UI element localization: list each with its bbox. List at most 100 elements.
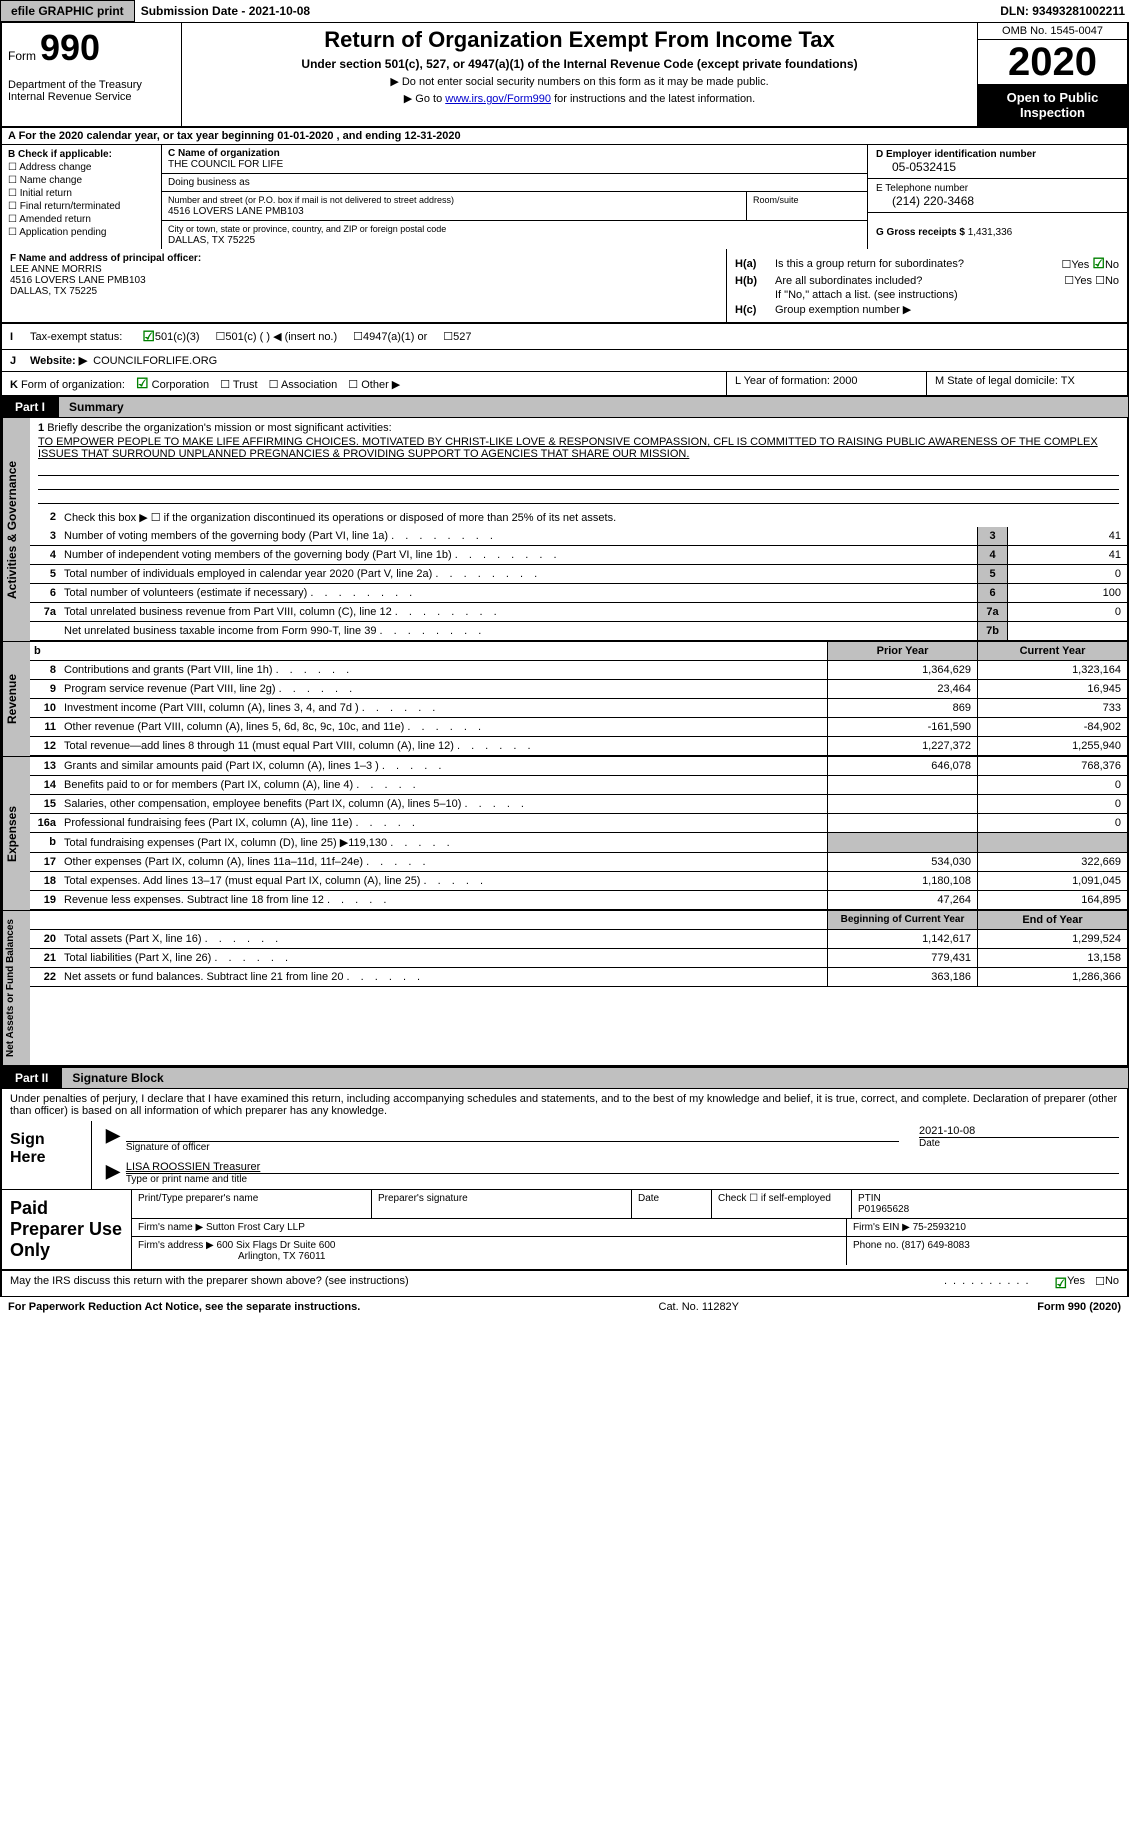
cb-corporation[interactable]: ☑ xyxy=(136,375,149,391)
exp-line-17: 17 Other expenses (Part IX, column (A), … xyxy=(30,853,1127,872)
line-text: Program service revenue (Part VIII, line… xyxy=(60,680,827,698)
form-header: Form 990 Department of the Treasury Inte… xyxy=(0,23,1129,128)
prep-selfemp[interactable]: Check ☐ if self-employed xyxy=(718,1193,831,1204)
prior-year-val: 646,078 xyxy=(827,757,977,775)
exp-line-14: 14 Benefits paid to or for members (Part… xyxy=(30,776,1127,795)
line-text: Total liabilities (Part X, line 26) . . … xyxy=(60,949,827,967)
hb-checkboxes[interactable]: ☐Yes ☐No xyxy=(1064,274,1119,287)
discuss-yes: Yes xyxy=(1067,1275,1085,1292)
part2-title: Signature Block xyxy=(62,1068,1128,1088)
net-line-22: 22 Net assets or fund balances. Subtract… xyxy=(30,968,1127,987)
cb-final-return[interactable]: ☐ Final return/terminated xyxy=(8,201,155,212)
phone-label: E Telephone number xyxy=(876,183,968,194)
prior-year-val xyxy=(827,814,977,832)
city-value: DALLAS, TX 75225 xyxy=(168,235,255,246)
cb-527[interactable]: ☐ xyxy=(443,330,453,343)
preparer-title: Paid Preparer Use Only xyxy=(2,1190,132,1269)
phone-value: (214) 220-3468 xyxy=(876,194,1119,208)
omb-number: OMB No. 1545-0047 xyxy=(978,23,1127,40)
mission-text: TO EMPOWER PEOPLE TO MAKE LIFE AFFIRMING… xyxy=(38,434,1119,462)
opt-527: 527 xyxy=(453,331,471,343)
cb-501c[interactable]: ☐ xyxy=(216,330,226,343)
current-year-val: 16,945 xyxy=(977,680,1127,698)
sig-date-label: Date xyxy=(919,1137,1119,1149)
line-num xyxy=(30,622,60,640)
sig-date-value: 2021-10-08 xyxy=(919,1125,1119,1137)
current-year-val xyxy=(977,833,1127,852)
cb-initial-return[interactable]: ☐ Initial return xyxy=(8,188,155,199)
row-klm: K Form of organization: ☑ Corporation ☐ … xyxy=(0,372,1129,396)
cb-association[interactable]: ☐ xyxy=(269,379,279,391)
prior-year-val: 1,180,108 xyxy=(827,872,977,890)
prior-year-val xyxy=(827,833,977,852)
preparer-block: Paid Preparer Use Only Print/Type prepar… xyxy=(0,1190,1129,1271)
prior-year-val: 869 xyxy=(827,699,977,717)
efile-print-button[interactable]: efile GRAPHIC print xyxy=(0,0,135,22)
line2-text: Check this box ▶ ☐ if the organization d… xyxy=(60,508,1127,527)
ha-checkboxes[interactable]: ☐Yes ☑No xyxy=(1061,255,1119,272)
block-fh: F Name and address of principal officer:… xyxy=(0,249,1129,324)
cb-trust[interactable]: ☐ xyxy=(220,379,230,391)
line-text: Contributions and grants (Part VIII, lin… xyxy=(60,661,827,679)
city-label: City or town, state or province, country… xyxy=(168,224,446,234)
instruction-line-2: ▶ Go to www.irs.gov/Form990 for instruct… xyxy=(192,92,967,105)
cb-amended-return[interactable]: ☐ Amended return xyxy=(8,214,155,225)
prior-year-val: 47,264 xyxy=(827,891,977,909)
sig-name-label: Type or print name and title xyxy=(126,1173,1119,1185)
row-i: I Tax-exempt status: ☑ 501(c)(3) ☐ 501(c… xyxy=(0,324,1129,350)
ein-label: D Employer identification number xyxy=(876,149,1036,160)
line-num: 10 xyxy=(30,699,60,717)
rule-line xyxy=(38,462,1119,476)
line-text: Net assets or fund balances. Subtract li… xyxy=(60,968,827,986)
governance-label: Activities & Governance xyxy=(2,418,30,641)
line1-num: 1 xyxy=(38,422,44,434)
netassets-label: Net Assets or Fund Balances xyxy=(2,911,30,1065)
cb-discuss-yes[interactable]: ☑ xyxy=(1055,1275,1068,1292)
gov-line-7b: Net unrelated business taxable income fr… xyxy=(30,622,1127,641)
opt-other: Other ▶ xyxy=(361,379,400,391)
firm-ein-label: Firm's EIN ▶ xyxy=(853,1222,910,1233)
line-text: Total unrelated business revenue from Pa… xyxy=(60,603,977,621)
i-text: Tax-exempt status: xyxy=(30,331,122,343)
form-title: Return of Organization Exempt From Incom… xyxy=(192,27,967,53)
part1-header: Part I Summary xyxy=(0,396,1129,418)
cb-other[interactable]: ☐ xyxy=(348,379,358,391)
cb-application-pending[interactable]: ☐ Application pending xyxy=(8,227,155,238)
arrow-icon: ▶ xyxy=(100,1161,126,1185)
current-year-val: 164,895 xyxy=(977,891,1127,909)
prior-year-val: 534,030 xyxy=(827,853,977,871)
cb-name-change[interactable]: ☐ Name change xyxy=(8,175,155,186)
line-text: Number of independent voting members of … xyxy=(60,546,977,564)
line-2: 2 Check this box ▶ ☐ if the organization… xyxy=(30,508,1127,527)
cb-address-change[interactable]: ☐ Address change xyxy=(8,162,155,173)
sig-name-value: LISA ROOSSIEN Treasurer xyxy=(126,1161,1119,1173)
cb-501c3[interactable]: ☑ xyxy=(142,328,155,345)
firm-city: Arlington, TX 76011 xyxy=(238,1251,325,1262)
box-h: H(a) Is this a group return for subordin… xyxy=(727,249,1127,322)
line1-text: Briefly describe the organization's miss… xyxy=(47,422,391,434)
gov-line-3: 3 Number of voting members of the govern… xyxy=(30,527,1127,546)
tax-year: 2020 xyxy=(978,40,1127,84)
hc-text: Group exemption number ▶ xyxy=(775,303,1119,316)
current-year-val: 1,323,164 xyxy=(977,661,1127,679)
cb-4947[interactable]: ☐ xyxy=(353,330,363,343)
org-name-label: C Name of organization xyxy=(168,148,280,159)
part2-label: Part II xyxy=(1,1068,62,1088)
part2-header: Part II Signature Block xyxy=(0,1067,1129,1089)
box-g: G Gross receipts $ 1,431,336 xyxy=(868,213,1127,242)
opt-4947: 4947(a)(1) or xyxy=(363,331,427,343)
line-text: Grants and similar amounts paid (Part IX… xyxy=(60,757,827,775)
line-num: 5 xyxy=(30,565,60,583)
line-num: 6 xyxy=(30,584,60,602)
line-text: Benefits paid to or for members (Part IX… xyxy=(60,776,827,794)
firm-ein: 75-2593210 xyxy=(913,1222,966,1233)
prep-date-header: Date xyxy=(632,1190,712,1218)
ptin-value: P01965628 xyxy=(858,1204,909,1215)
cb-discuss-no[interactable]: ☐ xyxy=(1095,1275,1105,1292)
opt-corp: Corporation xyxy=(152,379,209,391)
eoy-val: 1,299,524 xyxy=(977,930,1127,948)
line-num: 3 xyxy=(30,527,60,545)
goto-prefix: ▶ Go to xyxy=(404,93,445,105)
form990-link[interactable]: www.irs.gov/Form990 xyxy=(445,93,551,105)
gross-label: G Gross receipts $ xyxy=(876,227,965,238)
